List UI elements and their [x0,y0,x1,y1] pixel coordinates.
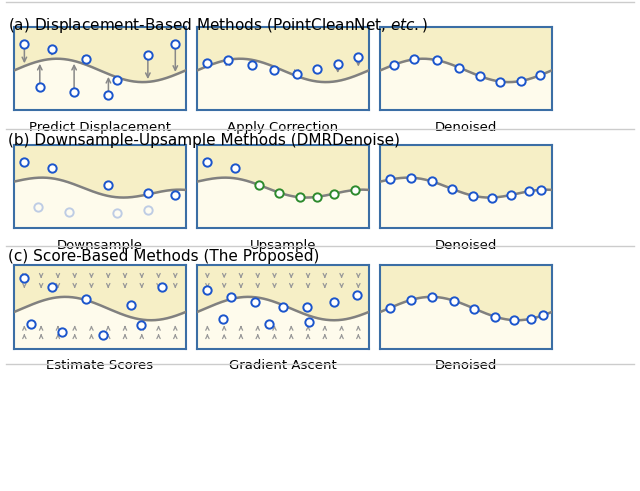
Text: (b) Downsample-Upsample Methods (DMRDenoise): (b) Downsample-Upsample Methods (DMRDeno… [8,133,399,148]
Text: (a) Displacement-Based Methods (PointCleanNet, $\it{etc.}$): (a) Displacement-Based Methods (PointCle… [8,16,428,35]
Text: Downsample: Downsample [57,239,143,252]
Text: Apply Correction: Apply Correction [227,121,339,134]
Text: Denoised: Denoised [435,239,497,252]
Text: (c) Score-Based Methods (The Proposed): (c) Score-Based Methods (The Proposed) [8,249,319,264]
Text: Gradient Ascent: Gradient Ascent [229,359,337,372]
Text: Upsample: Upsample [250,239,316,252]
Text: Denoised: Denoised [435,121,497,134]
Text: Denoised: Denoised [435,359,497,372]
Text: Estimate Scores: Estimate Scores [46,359,154,372]
Text: Predict Displacement: Predict Displacement [29,121,171,134]
